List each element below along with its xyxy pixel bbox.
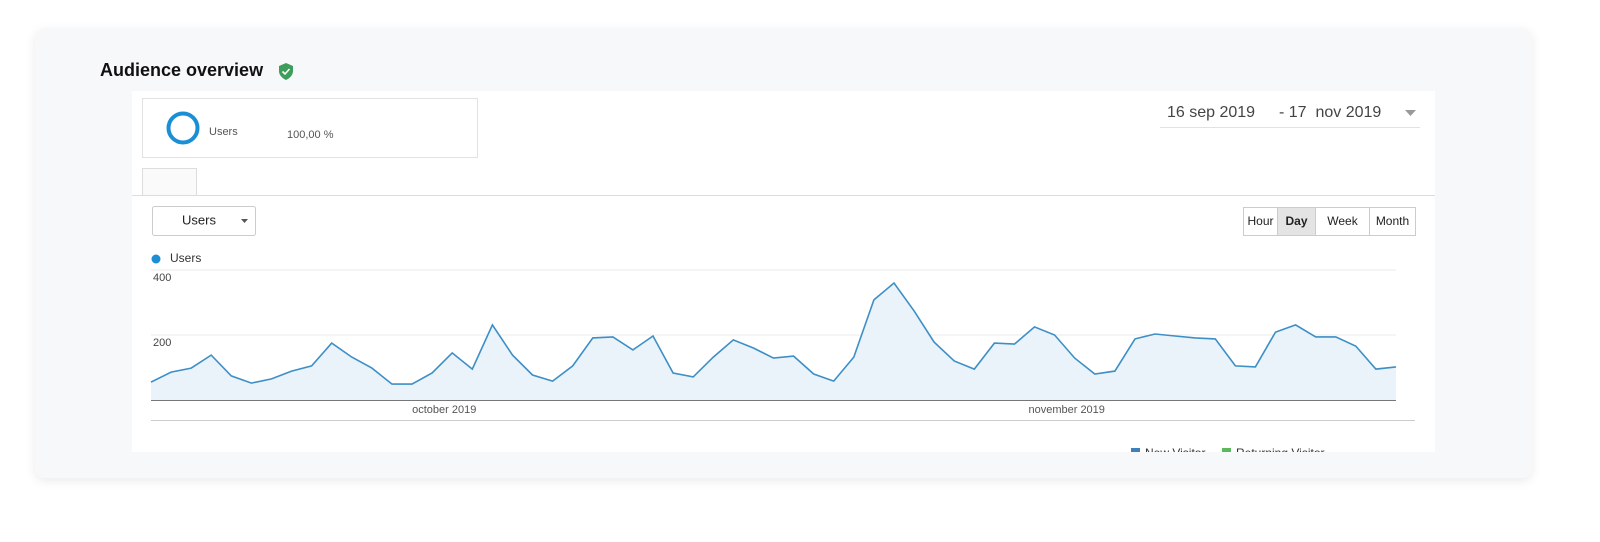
visitor-legend-marker (1131, 448, 1140, 452)
dropdown-arrow (241, 219, 248, 223)
metric-dropdown[interactable] (152, 206, 256, 236)
area (151, 283, 1396, 400)
metric-dropdown-label[interactable]: Users (182, 212, 216, 227)
granularity-label[interactable]: Month (1376, 214, 1409, 228)
granularity-button[interactable] (1369, 207, 1416, 236)
y-tick-label: 200 (153, 337, 171, 349)
granularity-button[interactable] (1315, 207, 1370, 236)
legend-label: Users (170, 251, 201, 265)
visitor-legend-marker (1222, 448, 1231, 452)
page-title: Audience overview (100, 60, 264, 80)
visitor-legend-label: Returning Visitor (1236, 446, 1325, 460)
summary-metric: Users (209, 126, 238, 138)
date-start[interactable]: 16 sep 2019 (1167, 104, 1255, 121)
summary-percent: 100,00 % (287, 129, 334, 141)
granularity-button[interactable] (1243, 207, 1278, 236)
date-end[interactable]: - 17 nov 2019 (1279, 104, 1381, 121)
x-tick-label: november 2019 (1028, 404, 1104, 416)
tab[interactable] (142, 168, 197, 196)
granularity-label[interactable]: Day (1285, 214, 1307, 228)
x-tick-label: october 2019 (412, 404, 476, 416)
granularity-button[interactable] (1277, 207, 1316, 236)
granularity-label[interactable]: Week (1327, 214, 1358, 228)
granularity-label[interactable]: Hour (1247, 214, 1273, 228)
date-dropdown-arrow[interactable] (1405, 110, 1416, 116)
line (150, 281, 1397, 385)
donut (166, 111, 200, 145)
y-tick-label: 400 (153, 272, 171, 284)
legend-marker (151, 254, 161, 264)
verified-icon (279, 63, 293, 80)
visitor-legend-label: New Visitor (1145, 446, 1205, 460)
